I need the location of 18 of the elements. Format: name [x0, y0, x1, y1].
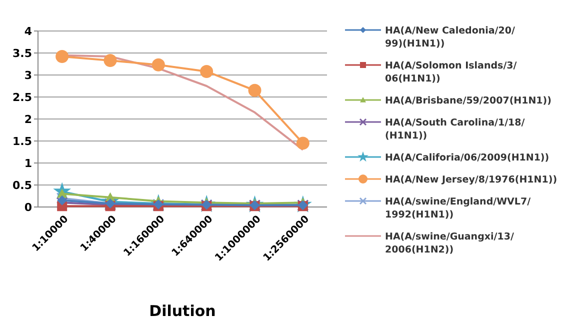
y-tick-label: 4 [24, 24, 32, 38]
y-tick-label: 2 [24, 112, 32, 126]
y-tick-label: 3 [24, 68, 32, 82]
legend-label: HA(A/New Jersey/8/1976(H1N1)) [385, 174, 558, 186]
legend-label: HA(A/New Caledonia/20/99)(H1N1)) [385, 25, 516, 50]
legend-label: HA(A/Solomon Islands/3/06(H1N1)) [385, 60, 518, 84]
legend-label: HA(A/South Carolina/1/18/(H1N1)) [385, 117, 526, 142]
y-tick-label: 3.5 [12, 46, 32, 60]
legend-label: HA(A/swine/Guangxi/13/2006(H1N2)) [385, 231, 514, 256]
legend-label: HA(A/Califoria/06/2009(H1N1)) [385, 152, 550, 164]
y-tick-label: 2.5 [12, 90, 32, 104]
legend-label: HA(A/swine/England/WVL7/1992(H1N1)) [385, 196, 532, 220]
x-axis-title: Dilution [149, 302, 216, 320]
y-tick-label: 0.5 [12, 178, 32, 192]
y-tick-label: 0 [24, 200, 32, 214]
y-tick-label: 1 [24, 156, 32, 170]
legend-label: HA(A/Brisbane/59/2007(H1N1)) [385, 95, 552, 106]
y-tick-label: 1.5 [12, 134, 32, 148]
